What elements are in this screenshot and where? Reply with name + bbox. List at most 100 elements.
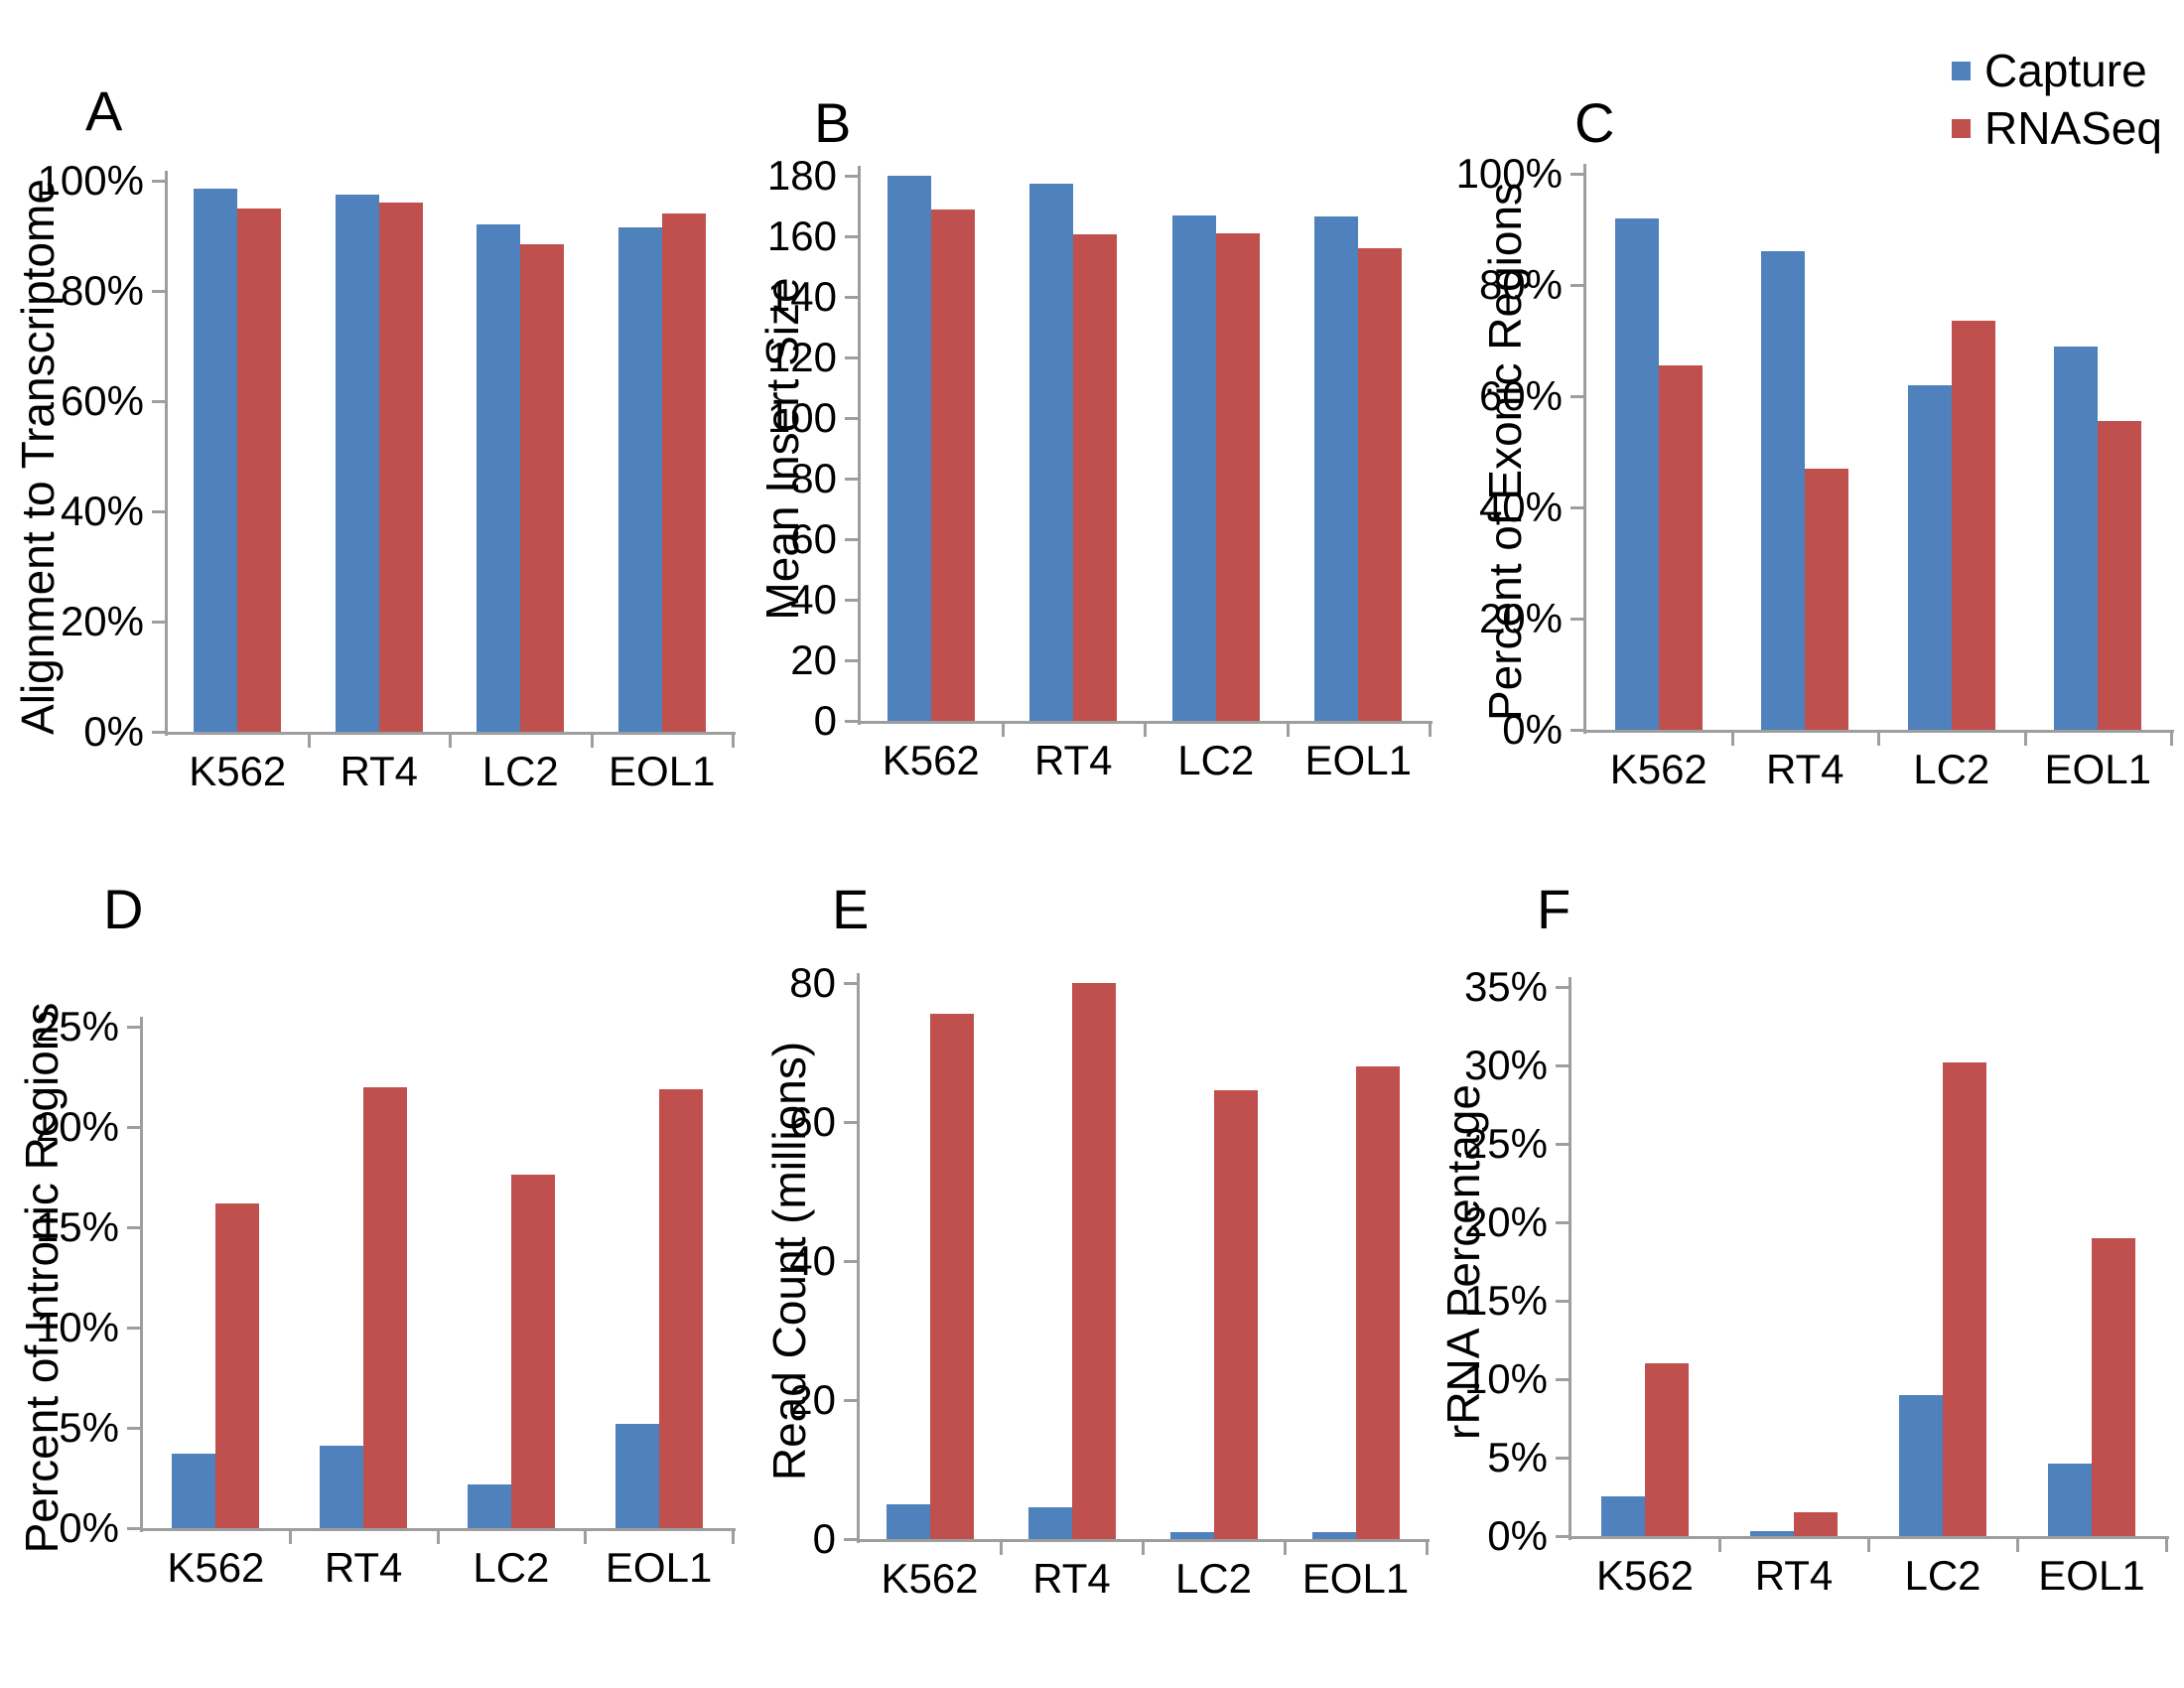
bar-capture-rt4 bbox=[1761, 251, 1806, 730]
y-tick-label-a: 0% bbox=[83, 708, 144, 755]
y-tick-mark-b bbox=[845, 599, 858, 602]
bar-rnaseq-rt4 bbox=[378, 203, 423, 732]
y-tick-label-a: 40% bbox=[60, 488, 144, 534]
x-tick-mark-d bbox=[584, 1531, 588, 1544]
y-tick-mark-b bbox=[845, 478, 858, 481]
bar-capture-k562 bbox=[886, 1504, 930, 1539]
y-tick-mark-b bbox=[845, 356, 858, 359]
category-label-eol1-c: EOL1 bbox=[2044, 746, 2151, 792]
x-tick-mark-a bbox=[449, 735, 452, 748]
bar-capture-eol1 bbox=[617, 227, 662, 732]
y-tick-label-e: 20 bbox=[789, 1376, 836, 1423]
category-label-eol1-a: EOL1 bbox=[609, 748, 716, 794]
y-tick-label-c: 80% bbox=[1478, 261, 1563, 308]
category-label-lc2-c: LC2 bbox=[1913, 746, 1990, 792]
y-tick-label-b: 140 bbox=[766, 273, 837, 320]
category-label-rt4-c: RT4 bbox=[1765, 746, 1844, 792]
y-tick-mark-b bbox=[845, 175, 858, 178]
capture-swatch-icon bbox=[1952, 61, 1971, 80]
y-axis-line-d bbox=[140, 1017, 143, 1532]
x-tick-mark-b bbox=[1001, 724, 1005, 737]
bar-rnaseq-lc2 bbox=[1213, 1090, 1258, 1539]
y-tick-mark-c bbox=[1570, 506, 1583, 509]
x-tick-mark-f bbox=[1867, 1539, 1870, 1552]
y-axis-title-d: Percent of Intronic Regions bbox=[16, 1002, 68, 1553]
bar-capture-rt4 bbox=[1029, 184, 1074, 721]
y-axis-line-c bbox=[1583, 164, 1586, 734]
panel-letter-b: B bbox=[814, 91, 852, 154]
y-tick-mark-b bbox=[845, 720, 858, 723]
y-tick-label-f: 15% bbox=[1463, 1277, 1548, 1324]
y-tick-mark-f bbox=[1556, 1143, 1569, 1146]
legend-label-rnaseq: RNASeq bbox=[1984, 102, 2162, 154]
bar-rnaseq-eol1 bbox=[2092, 1238, 2135, 1536]
y-axis-line-a bbox=[165, 171, 168, 736]
y-tick-label-f: 35% bbox=[1463, 963, 1548, 1010]
y-tick-label-e: 40 bbox=[789, 1237, 836, 1284]
y-tick-mark-e bbox=[844, 1121, 857, 1124]
x-tick-mark-a bbox=[732, 735, 735, 748]
bar-rnaseq-lc2 bbox=[520, 244, 565, 732]
bar-rnaseq-k562 bbox=[930, 210, 975, 721]
y-tick-label-c: 20% bbox=[1478, 595, 1563, 641]
category-label-rt4-b: RT4 bbox=[1033, 737, 1113, 783]
category-label-lc2-d: LC2 bbox=[473, 1544, 550, 1591]
bar-capture-k562 bbox=[887, 176, 931, 721]
y-tick-label-c: 100% bbox=[1455, 150, 1563, 197]
y-tick-mark-b bbox=[845, 417, 858, 420]
y-tick-mark-a bbox=[152, 731, 165, 734]
bar-capture-lc2 bbox=[1907, 385, 1952, 730]
bar-rnaseq-eol1 bbox=[2098, 421, 2142, 730]
y-tick-mark-d bbox=[127, 1327, 140, 1330]
y-tick-label-f: 5% bbox=[1487, 1434, 1548, 1480]
x-tick-mark-f bbox=[2165, 1539, 2168, 1552]
y-tick-label-d: 10% bbox=[35, 1304, 119, 1350]
y-tick-mark-a bbox=[152, 290, 165, 293]
category-label-eol1-d: EOL1 bbox=[605, 1544, 713, 1591]
y-tick-label-a: 20% bbox=[60, 598, 144, 644]
y-tick-label-b: 160 bbox=[766, 212, 837, 259]
legend-item-capture: Capture bbox=[1952, 46, 2162, 95]
y-tick-label-d: 5% bbox=[59, 1404, 119, 1451]
y-tick-mark-e bbox=[844, 1399, 857, 1402]
bar-rnaseq-rt4 bbox=[363, 1087, 408, 1528]
y-tick-mark-f bbox=[1556, 1064, 1569, 1067]
y-tick-label-d: 15% bbox=[35, 1203, 119, 1250]
category-label-k562-e: K562 bbox=[881, 1555, 979, 1602]
y-tick-mark-e bbox=[844, 982, 857, 985]
y-tick-label-b: 100 bbox=[766, 394, 837, 441]
category-label-lc2-b: LC2 bbox=[1177, 737, 1255, 783]
x-tick-mark-a bbox=[590, 735, 594, 748]
bar-capture-rt4 bbox=[1027, 1507, 1072, 1539]
y-tick-label-b: 60 bbox=[790, 515, 837, 562]
category-label-k562-a: K562 bbox=[189, 748, 287, 794]
bar-rnaseq-rt4 bbox=[1805, 469, 1849, 730]
y-axis-title-a: Alignment to Transcriptome bbox=[12, 178, 64, 735]
x-axis-line-d bbox=[142, 1528, 736, 1531]
panel-letter-d: D bbox=[103, 878, 144, 940]
category-label-lc2-e: LC2 bbox=[1174, 1555, 1253, 1602]
y-tick-label-b: 20 bbox=[790, 636, 837, 683]
bar-capture-lc2 bbox=[1169, 1532, 1214, 1539]
y-tick-mark-f bbox=[1556, 1221, 1569, 1224]
x-axis-line-f bbox=[1570, 1536, 2169, 1539]
bar-rnaseq-lc2 bbox=[510, 1175, 555, 1528]
x-tick-mark-d bbox=[436, 1531, 440, 1544]
x-axis-line-c bbox=[1585, 730, 2174, 733]
bar-rnaseq-lc2 bbox=[1215, 233, 1260, 721]
y-tick-mark-b bbox=[845, 235, 858, 238]
y-tick-mark-f bbox=[1556, 986, 1569, 989]
y-tick-label-d: 20% bbox=[35, 1103, 119, 1150]
x-axis-line-b bbox=[860, 721, 1433, 724]
y-tick-label-f: 20% bbox=[1463, 1198, 1548, 1245]
category-label-eol1-b: EOL1 bbox=[1304, 737, 1412, 783]
bar-capture-eol1 bbox=[1314, 216, 1359, 721]
legend: Capture RNASeq bbox=[1952, 46, 2162, 153]
y-tick-mark-c bbox=[1570, 729, 1583, 732]
y-tick-mark-b bbox=[845, 659, 858, 662]
y-tick-mark-d bbox=[127, 1427, 140, 1430]
bar-rnaseq-lc2 bbox=[1951, 321, 1995, 730]
y-tick-mark-d bbox=[127, 1126, 140, 1129]
y-axis-line-f bbox=[1569, 977, 1571, 1540]
